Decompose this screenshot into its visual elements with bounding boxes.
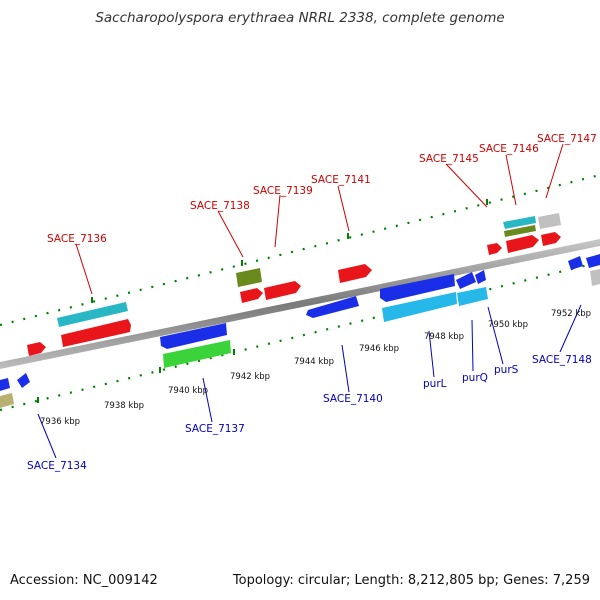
reverse-gene-labels: SACE_7134 SACE_7137 SACE_7140 purL purQ … — [27, 354, 592, 472]
gene-sace-7136-b — [61, 319, 131, 347]
gene-purl-a — [380, 274, 455, 302]
gene-label: purL — [423, 378, 447, 390]
gene-label: SACE_7136 — [47, 233, 107, 245]
gene-label: SACE_7134 — [27, 460, 87, 472]
tick-label: 7946 kbp — [359, 344, 399, 354]
gene-label: purS — [494, 364, 519, 376]
tick-label: 7942 kbp — [230, 372, 270, 382]
gene-sace-7148-a — [568, 256, 583, 270]
accession-text: Accession: NC_009142 — [10, 573, 158, 588]
gene-purl-b — [382, 292, 457, 322]
gene-sace-7137-b — [163, 340, 231, 368]
gene-sace-7147-b — [541, 232, 561, 246]
gene-label: purQ — [462, 372, 488, 384]
gene-label: SACE_7140 — [323, 393, 383, 405]
gene-sace-7141 — [338, 264, 372, 283]
gene-sace-7145 — [487, 243, 502, 255]
gene-label: SACE_7145 — [419, 153, 479, 165]
forward-genes[interactable] — [27, 213, 561, 356]
position-labels: 7936 kbp 7938 kbp 7940 kbp 7942 kbp 7944… — [40, 309, 591, 427]
gene-sace-7138-a — [236, 268, 262, 287]
gene-label: SACE_7147 — [537, 133, 597, 145]
gene-sace-7137-a — [160, 323, 227, 349]
gene-grey-right — [590, 269, 600, 286]
tick-label: 7952 kbp — [551, 309, 591, 319]
gene-label: SACE_7141 — [311, 174, 371, 186]
gene-sace-7134-a — [0, 378, 10, 391]
gene-sace-7134-b — [0, 393, 14, 408]
gene-label: SACE_7137 — [185, 423, 245, 435]
tick-label: 7938 kbp — [104, 401, 144, 411]
forward-gene-labels: SACE_7136 SACE_7138 SACE_7139 SACE_7141 … — [47, 133, 597, 245]
tick-label: 7936 kbp — [40, 417, 80, 427]
gene-sace-7139 — [264, 281, 301, 300]
gene-sace-7136-a — [57, 302, 128, 327]
gene-sace-7148-b — [586, 254, 600, 268]
gene-purs-a — [475, 270, 486, 284]
tick-label: 7948 kbp — [424, 332, 464, 342]
gene-sace-7146-a — [503, 216, 536, 229]
gene-sace-7140 — [306, 296, 359, 318]
gene-sace-7146-b — [504, 225, 536, 237]
leader-lines — [37, 143, 582, 459]
gene-red-small-left — [27, 342, 46, 356]
tick-label: 7944 kbp — [294, 357, 334, 367]
gene-sace-7138-b — [240, 288, 263, 303]
gene-label: SACE_7139 — [253, 185, 313, 197]
gene-label: SACE_7148 — [532, 354, 592, 366]
genome-backbone — [0, 239, 600, 369]
gene-purq-a — [456, 272, 476, 289]
gene-sace-7147-a — [538, 213, 561, 229]
tick-label: 7950 kbp — [488, 320, 528, 330]
reverse-genes[interactable] — [0, 254, 600, 408]
gene-blue-small — [17, 373, 30, 388]
genome-summary: Topology: circular; Length: 8,212,805 bp… — [232, 573, 590, 588]
gene-sace-7146-c — [506, 235, 539, 253]
gene-label: SACE_7146 — [479, 143, 539, 155]
tick-label: 7940 kbp — [168, 386, 208, 396]
gene-label: SACE_7138 — [190, 200, 250, 212]
gene-purq-b — [457, 287, 488, 306]
page-title: Saccharopolyspora erythraea NRRL 2338, c… — [95, 10, 505, 26]
